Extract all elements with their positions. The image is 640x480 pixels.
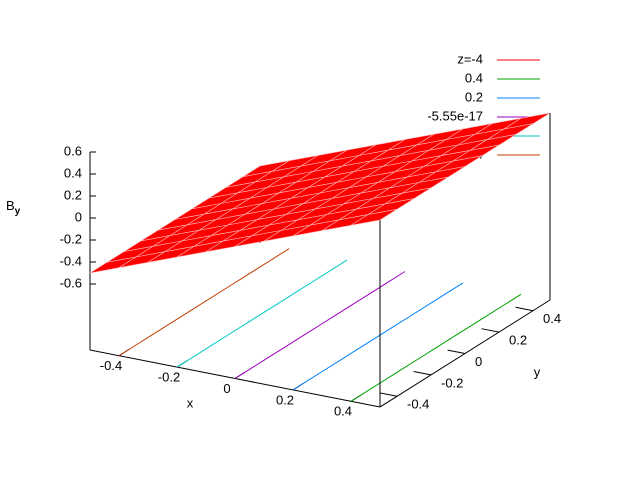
legend-label: -5.55e-17 xyxy=(427,108,483,123)
z-tick-label: -0.2 xyxy=(60,231,82,246)
contour-line xyxy=(176,259,348,368)
z-axis-label: By xyxy=(6,198,21,216)
y-tick xyxy=(447,349,466,354)
x-tick-label: 0 xyxy=(223,381,230,396)
y-tick xyxy=(481,328,500,333)
z-tick-label: 0.4 xyxy=(64,165,82,180)
contour-line xyxy=(350,293,522,402)
legend-label: 0.2 xyxy=(465,89,483,104)
y-tick-label: 0.2 xyxy=(509,333,527,348)
legend-label: 0.4 xyxy=(465,70,483,85)
contour-line xyxy=(292,282,464,391)
legend-label: z=-4 xyxy=(457,51,483,66)
x-tick-label: 0.2 xyxy=(276,392,294,407)
z-tick-label: 0.6 xyxy=(64,143,82,158)
y-tick-label: 0 xyxy=(475,354,482,369)
x-tick-label: -0.2 xyxy=(158,370,180,385)
contour-line xyxy=(234,271,406,379)
z-tick-label: -0.4 xyxy=(60,253,82,268)
y-tick xyxy=(413,370,432,376)
y-axis-label: y xyxy=(534,364,541,379)
contour-line xyxy=(118,248,290,357)
y-tick-label: -0.4 xyxy=(407,397,429,412)
x-axis-label: x xyxy=(187,395,194,410)
y-tick xyxy=(515,306,534,312)
x-tick-label: -0.4 xyxy=(100,358,122,373)
y-tick xyxy=(379,392,398,397)
z-tick-label: 0 xyxy=(75,209,82,224)
y-tick-label: -0.2 xyxy=(441,375,463,390)
z-label-main: B xyxy=(6,198,15,213)
z-tick-label: 0.2 xyxy=(64,187,82,202)
surface-patch xyxy=(350,209,398,226)
y-tick-label: 0.4 xyxy=(543,311,561,326)
x-tick-label: 0.4 xyxy=(334,404,352,419)
z-tick-label: -0.6 xyxy=(60,275,82,290)
z-label-sub: y xyxy=(15,206,21,217)
